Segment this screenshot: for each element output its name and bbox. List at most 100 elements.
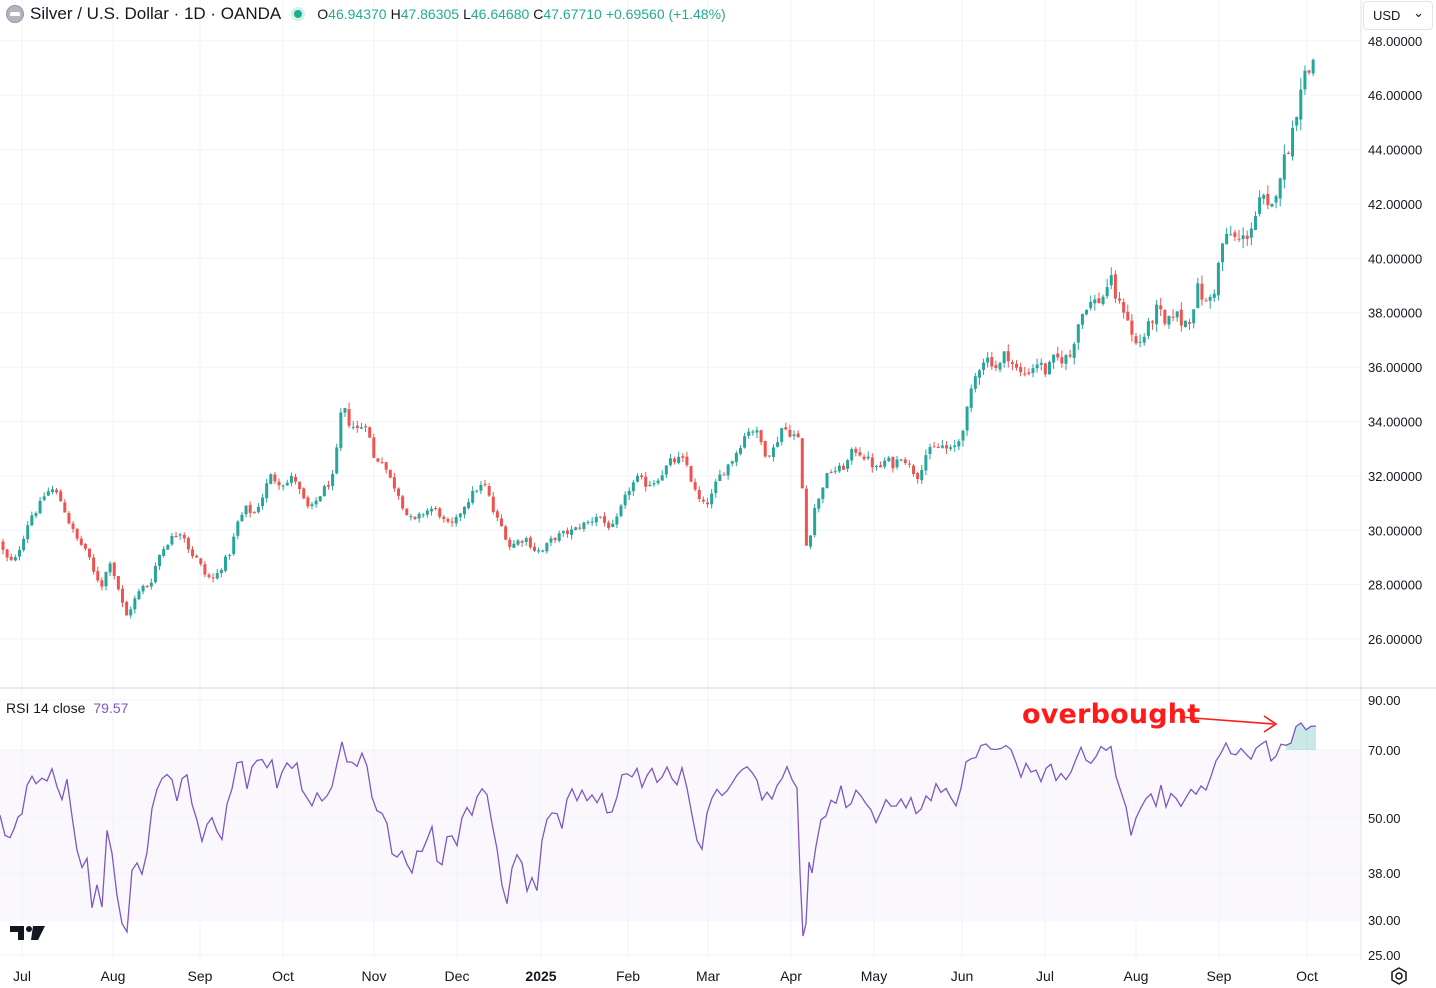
candle-body <box>549 538 553 543</box>
candle <box>1031 364 1035 378</box>
candle <box>903 457 907 466</box>
low-value: 46.64680 <box>470 6 530 22</box>
candle-body <box>928 447 932 454</box>
candle <box>994 360 998 372</box>
rsi-legend[interactable]: RSI 14 close 79.57 <box>6 700 128 716</box>
open-value: 46.94370 <box>328 6 387 22</box>
tradingview-logo-icon[interactable] <box>10 924 46 942</box>
candle <box>277 478 281 491</box>
candle-body <box>434 507 438 509</box>
candle-body <box>726 464 730 476</box>
candle <box>252 511 256 514</box>
candle-body <box>813 508 817 536</box>
candle-body <box>281 485 285 487</box>
candle-body <box>969 388 973 408</box>
candle-body <box>1208 296 1212 301</box>
candle <box>714 478 718 498</box>
candle-body <box>1245 235 1249 239</box>
candle <box>5 548 9 562</box>
chart-settings-icon[interactable] <box>1389 966 1409 986</box>
candle <box>1 538 5 555</box>
symbol-title[interactable]: Silver / U.S. Dollar · 1D · OANDA <box>30 4 282 23</box>
candle <box>380 457 384 464</box>
candle-body <box>1002 351 1006 364</box>
candle <box>174 531 178 538</box>
candle-body <box>141 585 145 592</box>
candle-body <box>9 556 13 560</box>
candle-body <box>1155 304 1159 325</box>
candle <box>491 492 495 515</box>
currency-select[interactable]: USD ⌄ <box>1363 1 1433 30</box>
rsi-axis[interactable]: 90.00 70.00 50.00 38.00 30.00 25.00 <box>1368 693 1401 963</box>
candle-body <box>149 582 153 587</box>
candle <box>780 427 784 446</box>
candle <box>940 439 944 449</box>
overbought-annotation[interactable]: overbought <box>1022 699 1201 730</box>
market-status-icon[interactable] <box>291 7 306 21</box>
candle-body <box>821 487 825 500</box>
candle <box>500 514 504 527</box>
candle <box>549 535 553 547</box>
candle <box>368 426 372 439</box>
candle <box>405 508 409 516</box>
candle <box>1278 177 1282 207</box>
candle-body <box>784 427 788 430</box>
candle <box>384 461 388 474</box>
candle <box>1068 349 1072 359</box>
candle <box>392 472 396 492</box>
candle <box>116 576 120 591</box>
symbol-legend[interactable]: Silver / U.S. Dollar · 1D · OANDA O46.94… <box>6 3 726 25</box>
candle <box>792 430 796 441</box>
candle <box>1019 362 1023 377</box>
candle-body <box>195 555 199 558</box>
candle-body <box>1295 116 1299 126</box>
candle-body <box>870 457 874 468</box>
candle <box>1155 299 1159 332</box>
candle-body <box>722 474 726 476</box>
candlestick-series <box>1 58 1315 619</box>
candle-body <box>792 434 796 437</box>
candle <box>34 511 38 519</box>
candle-body <box>545 543 549 552</box>
candle <box>936 443 940 449</box>
candle-body <box>953 445 957 448</box>
candle-body <box>965 406 969 431</box>
candle <box>796 430 800 438</box>
time-axis[interactable]: Jul Aug Sep Oct Nov Dec 2025 Feb Mar Apr May Jun Jul… <box>13 968 1318 984</box>
candle-body <box>994 365 998 369</box>
candle-body <box>936 447 940 449</box>
candle <box>125 600 129 616</box>
candle-body <box>129 609 133 616</box>
candle-body <box>553 537 557 541</box>
candle <box>874 464 878 471</box>
candle-body <box>335 447 339 474</box>
candle <box>623 491 627 509</box>
candle <box>1097 292 1101 304</box>
rsi-tick-label: 70.00 <box>1368 743 1401 758</box>
candle-body <box>71 523 75 529</box>
candle-body <box>75 528 79 539</box>
candle <box>1159 297 1163 317</box>
candle-body <box>223 556 227 571</box>
candle-body <box>701 499 705 502</box>
candle <box>681 453 685 463</box>
candle <box>973 372 977 393</box>
candle-body <box>854 448 858 453</box>
candle-body <box>1266 193 1270 206</box>
candle <box>1138 334 1142 348</box>
candle <box>1052 354 1056 369</box>
candle <box>545 542 549 554</box>
price-axis[interactable]: 48.00000 46.00000 44.00000 42.00000 40.00000… <box>1368 34 1422 647</box>
high-label: H <box>390 6 401 22</box>
candle <box>298 481 302 495</box>
price-tick-label: 32.00000 <box>1368 469 1422 484</box>
time-tick-label: Apr <box>780 968 802 984</box>
candle-body <box>372 437 376 458</box>
candle <box>920 464 924 484</box>
candle <box>331 469 335 491</box>
rsi-legend-title[interactable]: RSI 14 close <box>6 700 86 716</box>
candle <box>648 480 652 487</box>
candle-body <box>120 588 124 603</box>
candle <box>1118 291 1122 304</box>
